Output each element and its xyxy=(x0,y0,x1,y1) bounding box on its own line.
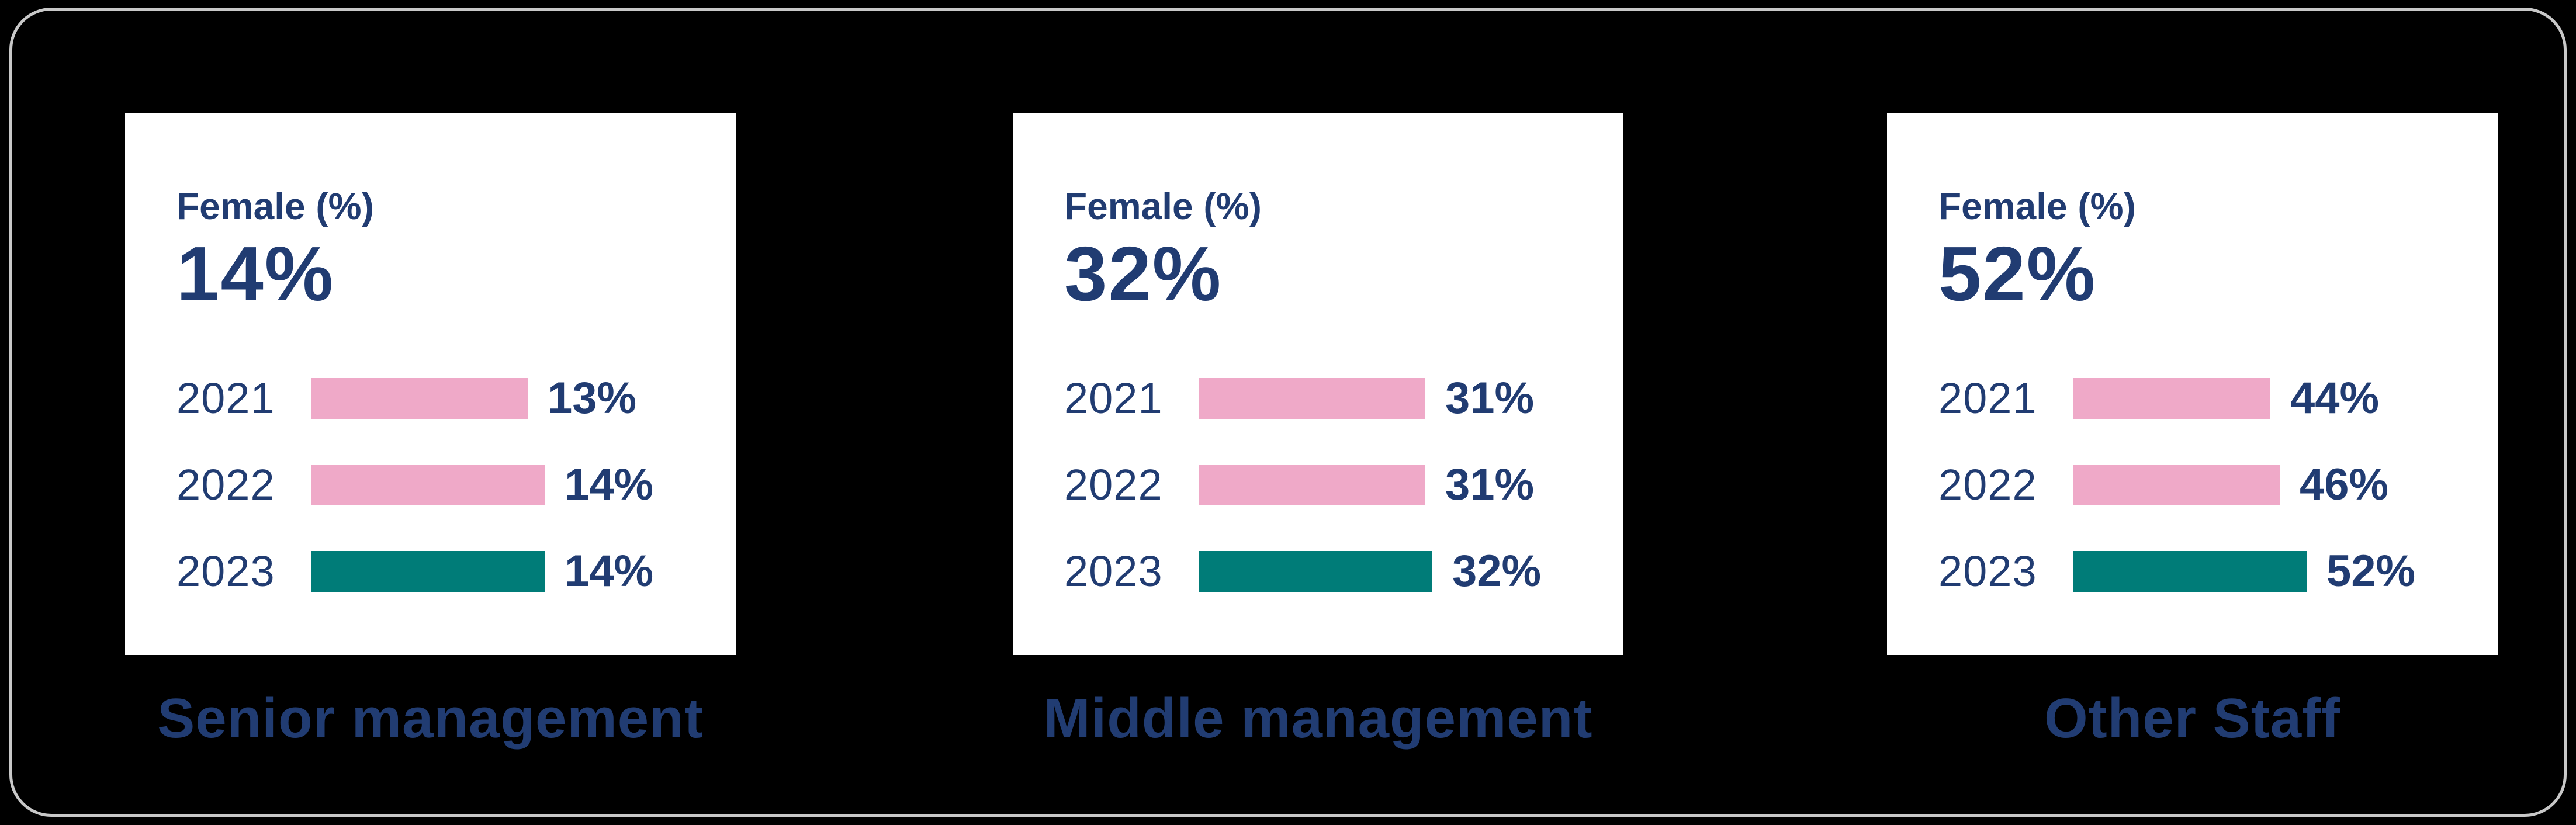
year-row: 2023 52% xyxy=(1938,546,2480,596)
value-label: 14% xyxy=(565,460,654,510)
bar-2022 xyxy=(311,464,545,505)
infographic-panel: Female (%) 14% 2021 13% 2022 14% 2023 14… xyxy=(9,8,2567,817)
headline-value: 32% xyxy=(1064,231,1223,317)
bar-2022 xyxy=(2073,464,2280,505)
year-row: 2022 46% xyxy=(1938,460,2480,509)
value-label: 44% xyxy=(2290,373,2380,424)
bar-chart: 2021 44% 2022 46% 2023 52% xyxy=(1938,373,2480,596)
value-label: 31% xyxy=(1445,460,1535,510)
year-label: 2023 xyxy=(176,547,275,596)
year-label: 2023 xyxy=(1938,547,2037,596)
year-row: 2021 44% xyxy=(1938,373,2480,423)
bar-2023 xyxy=(311,550,545,592)
year-label: 2022 xyxy=(1064,460,1163,509)
year-label: 2021 xyxy=(176,374,275,423)
bar-2021 xyxy=(311,377,528,419)
stat-card: Female (%) 52% 2021 44% 2022 46% 2023 52… xyxy=(1887,113,2498,655)
year-row: 2022 31% xyxy=(1064,460,1606,509)
metric-label: Female (%) xyxy=(1064,185,1262,227)
value-label: 14% xyxy=(565,546,654,597)
bar-2021 xyxy=(1199,377,1425,419)
year-label: 2022 xyxy=(176,460,275,509)
bar-2023 xyxy=(1199,550,1432,592)
year-label: 2021 xyxy=(1938,374,2037,423)
year-label: 2021 xyxy=(1064,374,1163,423)
value-label: 13% xyxy=(548,373,637,424)
year-row: 2021 13% xyxy=(176,373,718,423)
headline-value: 14% xyxy=(176,231,335,317)
year-row: 2023 14% xyxy=(176,546,718,596)
category-label: Senior management xyxy=(157,687,704,750)
bar-2022 xyxy=(1199,464,1425,505)
metric-label: Female (%) xyxy=(1938,185,2136,227)
year-label: 2023 xyxy=(1064,547,1163,596)
bar-chart: 2021 31% 2022 31% 2023 32% xyxy=(1064,373,1606,596)
year-row: 2023 32% xyxy=(1064,546,1606,596)
stat-card: Female (%) 14% 2021 13% 2022 14% 2023 14… xyxy=(125,113,736,655)
value-label: 52% xyxy=(2326,546,2416,597)
headline-value: 52% xyxy=(1938,231,2097,317)
year-label: 2022 xyxy=(1938,460,2037,509)
year-row: 2022 14% xyxy=(176,460,718,509)
card-other-staff: Female (%) 52% 2021 44% 2022 46% 2023 52… xyxy=(1887,113,2498,751)
year-row: 2021 31% xyxy=(1064,373,1606,423)
bar-chart: 2021 13% 2022 14% 2023 14% xyxy=(176,373,718,596)
card-senior-management: Female (%) 14% 2021 13% 2022 14% 2023 14… xyxy=(125,113,736,751)
metric-label: Female (%) xyxy=(176,185,374,227)
stat-card: Female (%) 32% 2021 31% 2022 31% 2023 32… xyxy=(1013,113,1623,655)
value-label: 46% xyxy=(2300,460,2389,510)
bar-2023 xyxy=(2073,550,2307,592)
value-label: 32% xyxy=(1452,546,1542,597)
bar-2021 xyxy=(2073,377,2270,419)
category-label: Other Staff xyxy=(2044,687,2341,750)
category-label: Middle management xyxy=(1043,687,1593,750)
card-middle-management: Female (%) 32% 2021 31% 2022 31% 2023 32… xyxy=(1013,113,1623,751)
value-label: 31% xyxy=(1445,373,1535,424)
